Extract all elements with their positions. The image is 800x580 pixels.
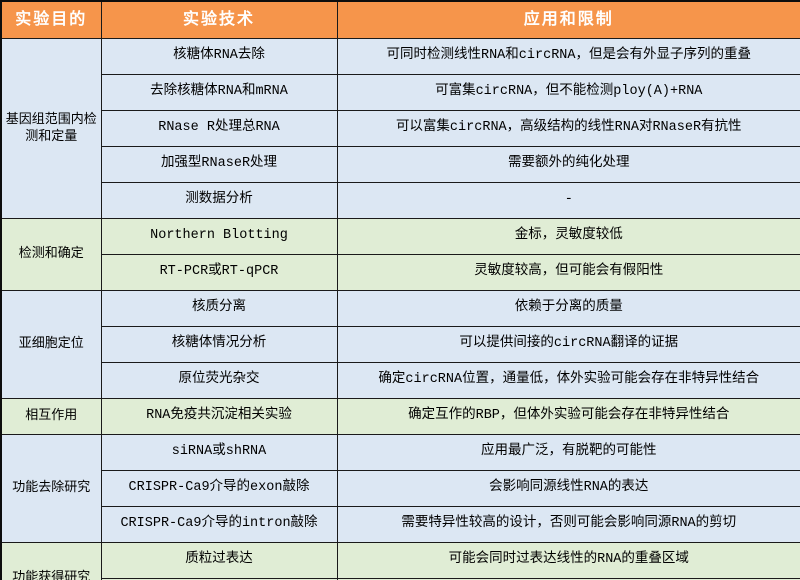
table-row: CRISPR-Ca9介导的exon敲除 会影响同源线性RNA的表达	[1, 470, 800, 507]
tech-cell: CRISPR-Ca9介导的exon敲除	[100, 470, 338, 507]
purpose-cell-localization: 亚细胞定位	[0, 290, 102, 399]
table-row: 测数据分析 -	[1, 182, 800, 219]
table-row: CRISPR-Ca9介导的intron敲除 需要特异性较高的设计，否则可能会影响…	[1, 506, 800, 543]
header-purpose: 实验目的	[0, 0, 102, 39]
note-cell: 确定circRNA位置，通量低，体外实验可能会存在非特异性结合	[336, 362, 800, 399]
tech-cell: 质粒过表达	[100, 542, 338, 579]
note-cell: 确定互作的RBP，但体外实验可能会存在非特异性结合	[336, 398, 800, 435]
note-cell: 会影响同源线性RNA的表达	[336, 470, 800, 507]
note-cell: 灵敏度较高，但可能会有假阳性	[336, 254, 800, 291]
table-row: 去除核糖体RNA和mRNA 可富集circRNA，但不能检测ploy(A)+RN…	[1, 74, 800, 111]
table-row: 腺病毒过表达 可长期在细胞内表达，可能会同时过表达线性的RNA的重叠区域	[1, 578, 800, 580]
note-cell: 可以富集circRNA，高级结构的线性RNA对RNaseR有抗性	[336, 110, 800, 147]
note-cell: 可富集circRNA，但不能检测ploy(A)+RNA	[336, 74, 800, 111]
table-row: 原位荧光杂交 确定circRNA位置，通量低，体外实验可能会存在非特异性结合	[1, 362, 800, 399]
table-row: 基因组范围内检测和定量 核糖体RNA去除 可同时检测线性RNA和circRNA，…	[0, 38, 800, 219]
table-row: 功能获得研究 质粒过表达 可能会同时过表达线性的RNA的重叠区域	[0, 542, 800, 580]
note-cell: 可长期在细胞内表达，可能会同时过表达线性的RNA的重叠区域	[336, 578, 800, 580]
purpose-cell-detection: 检测和确定	[0, 218, 102, 291]
note-cell: 可同时检测线性RNA和circRNA，但是会有外显子序列的重叠	[336, 38, 800, 75]
tech-cell: CRISPR-Ca9介导的intron敲除	[100, 506, 338, 543]
tech-cell: RNA免疫共沉淀相关实验	[100, 398, 338, 435]
header-application: 应用和限制	[336, 0, 800, 39]
tech-cell: siRNA或shRNA	[100, 434, 338, 471]
tech-cell: 核糖体RNA去除	[100, 38, 338, 75]
table-row: 相互作用 RNA免疫共沉淀相关实验 确定互作的RBP，但体外实验可能会存在非特异…	[0, 398, 800, 435]
purpose-cell-gain-of-function: 功能获得研究	[0, 542, 102, 580]
tech-cell: 加强型RNaseR处理	[100, 146, 338, 183]
note-cell: 可以提供间接的circRNA翻译的证据	[336, 326, 800, 363]
table-row: 检测和确定 Northern Blotting 金标，灵敏度较低	[0, 218, 800, 291]
header-technique: 实验技术	[100, 0, 338, 39]
note-cell: 金标，灵敏度较低	[336, 218, 800, 255]
table-row: RNase R处理总RNA 可以富集circRNA，高级结构的线性RNA对RNa…	[1, 110, 800, 147]
tech-cell: Northern Blotting	[100, 218, 338, 255]
purpose-cell-interaction: 相互作用	[0, 398, 102, 435]
note-cell: 可能会同时过表达线性的RNA的重叠区域	[336, 542, 800, 579]
header-row: 实验目的 实验技术 应用和限制	[0, 0, 800, 39]
purpose-cell-loss-of-function: 功能去除研究	[0, 434, 102, 543]
table-row: 亚细胞定位 核质分离 依赖于分离的质量	[0, 290, 800, 399]
tech-cell: RNase R处理总RNA	[100, 110, 338, 147]
table-row: 功能去除研究 siRNA或shRNA 应用最广泛，有脱靶的可能性	[0, 434, 800, 543]
note-cell: 应用最广泛，有脱靶的可能性	[336, 434, 800, 471]
table-row: 加强型RNaseR处理 需要额外的纯化处理	[1, 146, 800, 183]
purpose-cell-genome-wide: 基因组范围内检测和定量	[0, 38, 102, 219]
table-row: 核糖体情况分析 可以提供间接的circRNA翻译的证据	[1, 326, 800, 363]
table-row: RT-PCR或RT-qPCR 灵敏度较高，但可能会有假阳性	[1, 254, 800, 291]
tech-cell: 核糖体情况分析	[100, 326, 338, 363]
tech-cell: 去除核糖体RNA和mRNA	[100, 74, 338, 111]
tech-cell: RT-PCR或RT-qPCR	[100, 254, 338, 291]
note-cell: 需要额外的纯化处理	[336, 146, 800, 183]
tech-cell: 核质分离	[100, 290, 338, 327]
note-cell: 依赖于分离的质量	[336, 290, 800, 327]
note-cell: -	[336, 182, 800, 219]
note-cell: 需要特异性较高的设计，否则可能会影响同源RNA的剪切	[336, 506, 800, 543]
tech-cell: 原位荧光杂交	[100, 362, 338, 399]
tech-cell: 测数据分析	[100, 182, 338, 219]
